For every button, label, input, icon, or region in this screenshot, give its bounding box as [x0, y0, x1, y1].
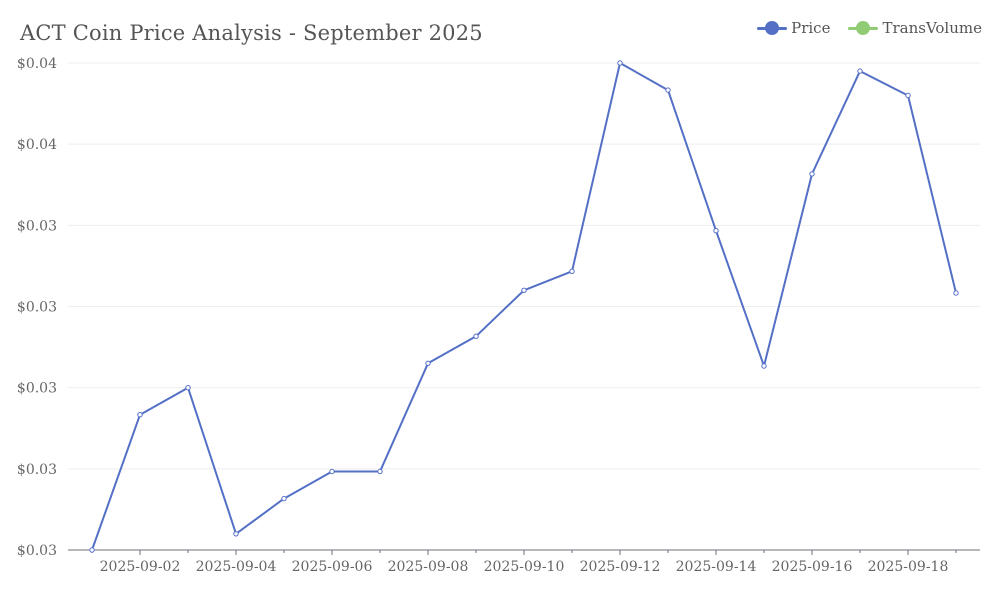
y-tick-label: $0.03 — [17, 381, 57, 397]
legend-item-transvolume[interactable]: TransVolume — [848, 19, 982, 37]
price-data-point[interactable] — [425, 360, 431, 366]
price-data-point[interactable] — [473, 333, 479, 339]
x-tick-label: 2025-09-06 — [292, 559, 373, 575]
legend-item-price[interactable]: Price — [757, 19, 830, 37]
legend-swatch-price — [757, 21, 788, 35]
y-tick-label: $0.03 — [17, 300, 57, 316]
price-data-point[interactable] — [329, 468, 335, 475]
price-data-point[interactable] — [809, 171, 815, 177]
legend: Price TransVolume — [757, 19, 982, 37]
y-tick-label: $0.03 — [17, 218, 57, 234]
price-data-point[interactable] — [89, 547, 95, 553]
x-tick-label: 2025-09-08 — [388, 559, 469, 575]
x-tick-label: 2025-09-04 — [196, 559, 277, 575]
x-tick-label: 2025-09-16 — [772, 559, 853, 575]
y-tick-label: $0.03 — [17, 462, 57, 478]
price-data-point[interactable] — [953, 290, 959, 296]
price-data-point[interactable] — [281, 495, 287, 502]
price-data-point[interactable] — [377, 468, 383, 475]
price-data-point[interactable] — [761, 363, 767, 369]
x-tick-label: 2025-09-12 — [580, 559, 661, 575]
y-tick-label: $0.03 — [17, 543, 57, 559]
price-data-point[interactable] — [857, 68, 863, 74]
price-data-point[interactable] — [185, 385, 191, 391]
x-tick-label: 2025-09-10 — [484, 559, 565, 575]
price-data-point[interactable] — [665, 87, 671, 93]
price-data-point[interactable] — [617, 60, 623, 66]
price-data-point[interactable] — [521, 287, 527, 293]
price-data-point[interactable] — [905, 92, 911, 99]
price-data-point[interactable] — [569, 268, 575, 274]
y-tick-label: $0.04 — [17, 137, 57, 153]
x-tick-label: 2025-09-02 — [100, 559, 181, 575]
legend-label-price: Price — [791, 19, 831, 37]
legend-swatch-transvolume — [848, 21, 879, 35]
x-tick-label: 2025-09-18 — [868, 559, 949, 575]
price-data-point[interactable] — [137, 412, 143, 418]
legend-label-transvolume: TransVolume — [882, 19, 982, 37]
y-tick-label: $0.04 — [17, 56, 57, 72]
price-data-point[interactable] — [713, 228, 719, 234]
chart-title: ACT Coin Price Analysis - September 2025 — [20, 21, 483, 45]
x-tick-label: 2025-09-14 — [676, 559, 757, 575]
price-data-point[interactable] — [233, 531, 239, 537]
